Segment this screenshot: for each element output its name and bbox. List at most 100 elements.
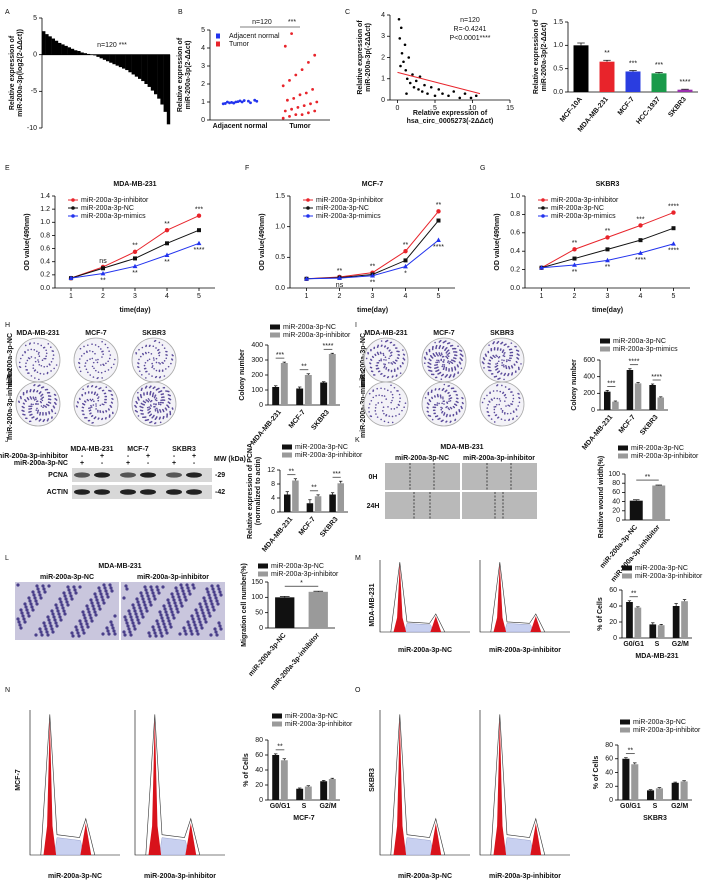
colony [154, 339, 157, 342]
colony [518, 393, 520, 395]
y-axis-label: Relative expression of [357, 20, 364, 95]
point [405, 77, 409, 81]
colony [501, 359, 503, 361]
colony [391, 363, 394, 365]
colony [134, 404, 136, 407]
cell [210, 602, 214, 606]
y-tick-label: 40 [609, 603, 617, 610]
colony [496, 355, 498, 358]
colony [78, 397, 81, 400]
colony [448, 398, 451, 400]
figure-label: 24H [367, 503, 380, 510]
flow-g1-peak [493, 717, 507, 855]
point [418, 75, 422, 78]
point [242, 99, 246, 102]
colony [372, 389, 375, 391]
cell [53, 618, 57, 622]
colony [170, 362, 172, 365]
cell [184, 632, 188, 636]
figure-label: MDA-MB-231 [16, 330, 59, 337]
colony [403, 359, 406, 361]
colony [505, 365, 507, 367]
colony [445, 415, 448, 418]
x-tick-label: 5 [433, 105, 437, 112]
colony [158, 370, 161, 373]
bar [64, 45, 68, 55]
colony [137, 396, 139, 399]
cell [184, 598, 188, 602]
cell [27, 596, 31, 600]
colony [376, 362, 379, 364]
colony [83, 400, 86, 403]
cell [182, 626, 186, 630]
colony [438, 353, 441, 356]
colony [32, 364, 35, 366]
x-tick-label: S [302, 803, 307, 810]
colony [99, 410, 101, 412]
colony [494, 414, 497, 417]
point [300, 68, 304, 71]
colony [375, 367, 378, 370]
cell [143, 603, 147, 607]
colony [387, 406, 389, 408]
cell [50, 627, 54, 631]
cell [175, 589, 179, 593]
colony [481, 361, 484, 363]
panel-letter: M [355, 555, 361, 562]
colony [504, 400, 506, 402]
cell [166, 598, 170, 602]
trend-line [397, 71, 481, 95]
colony [162, 410, 165, 413]
colony [496, 384, 499, 386]
figure-label: - [147, 460, 150, 467]
cell [216, 602, 220, 606]
cell [79, 622, 83, 626]
colony [370, 358, 372, 361]
colony [86, 359, 89, 362]
colony [434, 415, 437, 418]
significance: * [300, 580, 303, 587]
bar [649, 385, 656, 410]
colony [375, 404, 377, 406]
colony [135, 351, 137, 354]
panel-letter: A [5, 9, 10, 16]
cell [211, 605, 215, 609]
cell [201, 611, 205, 615]
colony [503, 374, 506, 376]
flow-outline [490, 714, 546, 856]
colony [33, 342, 36, 344]
colony [450, 407, 453, 410]
legend-marker [541, 198, 545, 202]
y-tick-label: 1 [381, 76, 385, 83]
colony [28, 420, 31, 423]
point [441, 92, 444, 95]
annotation: n=120 *** [97, 42, 127, 49]
colony [512, 394, 515, 397]
colony [452, 387, 455, 390]
colony [38, 355, 41, 358]
colony [166, 416, 168, 418]
colony [397, 357, 400, 360]
bar [272, 387, 280, 405]
cell [131, 621, 135, 625]
colony [39, 372, 42, 375]
significance: *** [655, 62, 663, 69]
cell [58, 597, 62, 601]
colony [483, 397, 486, 400]
bar [647, 790, 655, 800]
colony [162, 417, 165, 420]
cell [80, 625, 84, 629]
colony [158, 387, 160, 390]
cell [135, 597, 139, 601]
colony [22, 413, 24, 416]
marker [605, 235, 610, 240]
point [240, 100, 244, 104]
cell [139, 591, 143, 595]
cell [133, 627, 137, 631]
figure-label: miR-200a-3p-inhibitor [489, 647, 561, 654]
bar [160, 54, 164, 105]
cell [48, 621, 52, 625]
cell [154, 634, 158, 638]
cell [191, 617, 195, 621]
figure-label: + [192, 453, 196, 460]
